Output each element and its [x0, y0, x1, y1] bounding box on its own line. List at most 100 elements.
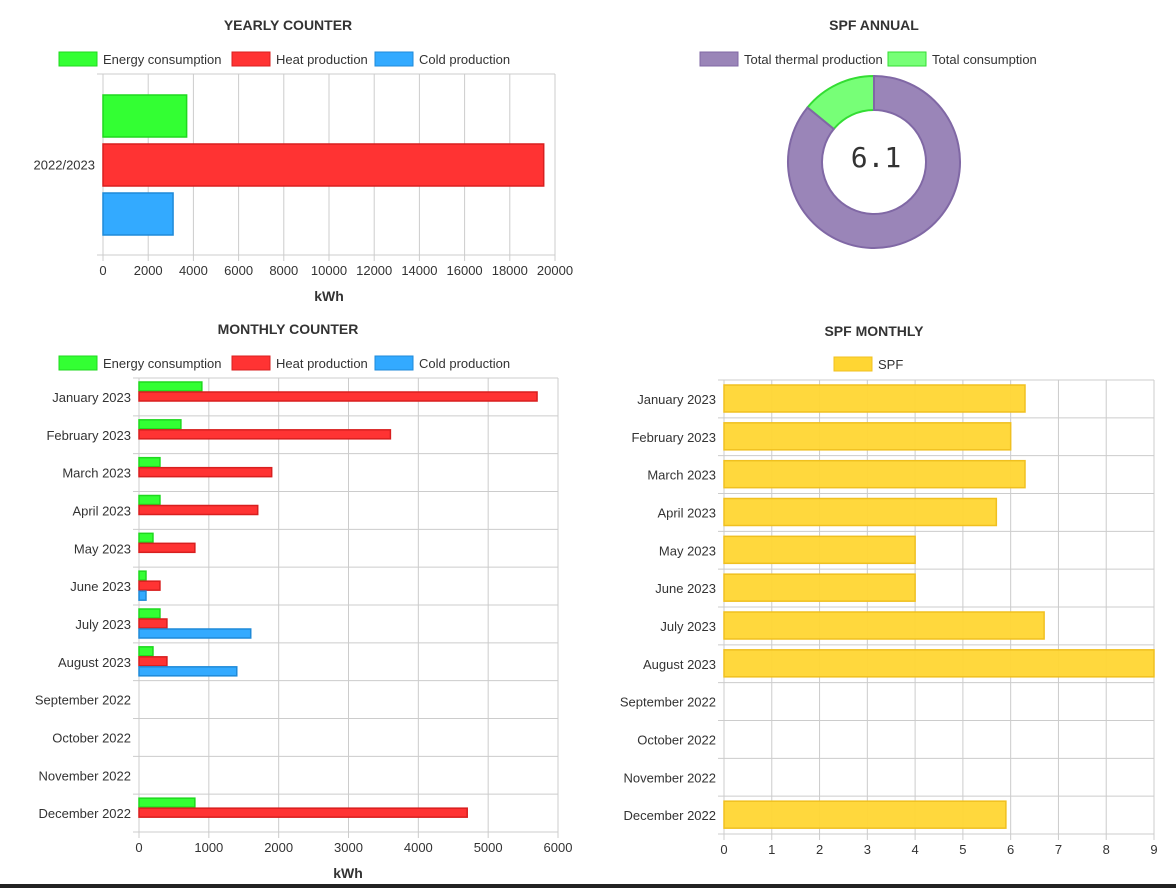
- bar-heat-production-february-2023[interactable]: [138, 429, 392, 440]
- legend-swatch-heat-production[interactable]: [231, 51, 271, 67]
- spf-monthly-chart: SPF MONTHLY SPF 0 1 2 3 4 5 6 7 8 9 January 2023 Feb…: [620, 323, 1158, 857]
- x-tick-label: 0: [135, 840, 142, 855]
- x-tick-label: 16000: [447, 263, 483, 278]
- legend-label-spf[interactable]: SPF: [878, 357, 903, 372]
- bar-heat-production-april-2023[interactable]: [138, 504, 259, 516]
- x-tick-label: 20000: [537, 263, 573, 278]
- legend-label-total-consumption[interactable]: Total consumption: [932, 52, 1037, 67]
- legend-label-energy-consumption[interactable]: Energy consumption: [103, 356, 222, 371]
- bar-heat-production-august-2023[interactable]: [138, 656, 168, 667]
- bar-cold-production-july-2023[interactable]: [138, 628, 252, 639]
- bar-spf-april-2023[interactable]: [723, 497, 998, 527]
- bar-energy-consumption-december-2022[interactable]: [138, 797, 196, 808]
- legend-label-total-thermal-production[interactable]: Total thermal production: [744, 52, 883, 67]
- bar-energy-consumption-may-2023[interactable]: [138, 532, 154, 544]
- bar-energy-consumption-january-2023[interactable]: [138, 381, 203, 392]
- bar-cold-production-2022-2023[interactable]: [102, 192, 174, 236]
- bar-heat-production-may-2023[interactable]: [138, 542, 196, 554]
- bar-energy-consumption-april-2023[interactable]: [138, 494, 161, 506]
- bar-spf-january-2023[interactable]: [723, 384, 1026, 413]
- bar-energy-consumption-july-2023[interactable]: [138, 608, 161, 619]
- x-tick-label: 1: [768, 842, 775, 857]
- legend-swatch-spf[interactable]: [833, 356, 873, 372]
- y-tick-label: April 2023: [72, 503, 131, 518]
- yearly-chart-title: YEARLY COUNTER: [224, 17, 352, 33]
- y-tick-label: September 2022: [35, 693, 131, 708]
- y-tick-label: August 2023: [58, 655, 131, 670]
- bar-energy-consumption-march-2023[interactable]: [138, 456, 161, 468]
- bar-cold-production-august-2023[interactable]: [138, 666, 238, 677]
- y-tick-label: July 2023: [660, 619, 716, 634]
- y-tick-label: January 2023: [637, 392, 716, 407]
- x-tick-label: 4000: [179, 263, 208, 278]
- legend-swatch-total-consumption[interactable]: [887, 51, 927, 67]
- y-tick-label: August 2023: [643, 657, 716, 672]
- x-tick-label: 5: [959, 842, 966, 857]
- bar-energy-consumption-august-2023[interactable]: [138, 646, 154, 657]
- x-tick-label: 6000: [224, 263, 253, 278]
- y-tick-label: January 2023: [52, 390, 131, 405]
- x-tick-label: 2: [816, 842, 823, 857]
- bar-energy-consumption-2022-2023[interactable]: [102, 94, 188, 138]
- legend-swatch-total-thermal-production[interactable]: [699, 51, 739, 67]
- y-tick-label: October 2022: [637, 732, 716, 747]
- bar-spf-may-2023[interactable]: [723, 535, 916, 565]
- legend-swatch-energy-consumption[interactable]: [58, 51, 98, 67]
- y-tick-label: May 2023: [74, 541, 131, 556]
- y-tick-label: June 2023: [655, 581, 716, 596]
- x-tick-label: 4000: [404, 840, 433, 855]
- x-tick-label: 2000: [134, 263, 163, 278]
- x-tick-label: 0: [99, 263, 106, 278]
- bar-heat-production-december-2022[interactable]: [138, 807, 468, 818]
- y-tick-label: December 2022: [39, 806, 132, 821]
- legend-swatch-cold-production[interactable]: [374, 355, 414, 371]
- y-tick-label: 2022/2023: [34, 158, 95, 173]
- x-tick-label: 9: [1150, 842, 1157, 857]
- window-bottom-edge: [0, 884, 1176, 888]
- bar-spf-december-2022[interactable]: [723, 800, 1007, 829]
- y-tick-label: November 2022: [624, 770, 717, 785]
- x-tick-label: 4: [911, 842, 918, 857]
- y-tick-label: February 2023: [631, 430, 716, 445]
- monthly-counter-chart: MONTHLY COUNTER kWh Energy consumption He…: [35, 321, 573, 881]
- bar-heat-production-july-2023[interactable]: [138, 618, 168, 629]
- yearly-counter-chart: YEARLY COUNTER kWh Energy consumption Hea…: [34, 17, 574, 304]
- x-tick-label: 12000: [356, 263, 392, 278]
- legend-label-cold-production[interactable]: Cold production: [419, 52, 510, 67]
- legend-label-cold-production[interactable]: Cold production: [419, 356, 510, 371]
- x-tick-label: 18000: [492, 263, 528, 278]
- x-tick-label: 6: [1007, 842, 1014, 857]
- legend-swatch-heat-production[interactable]: [231, 355, 271, 371]
- x-tick-label: 14000: [401, 263, 437, 278]
- y-tick-label: October 2022: [52, 730, 131, 745]
- bar-heat-production-2022-2023[interactable]: [102, 143, 545, 187]
- bar-heat-production-march-2023[interactable]: [138, 466, 273, 478]
- bar-energy-consumption-june-2023[interactable]: [138, 570, 147, 581]
- monthly-x-axis-title: kWh: [333, 865, 363, 881]
- monthly-chart-title: MONTHLY COUNTER: [218, 321, 359, 337]
- bar-spf-february-2023[interactable]: [723, 422, 1012, 451]
- yearly-x-axis-title: kWh: [314, 288, 344, 304]
- bar-energy-consumption-february-2023[interactable]: [138, 419, 182, 430]
- legend-swatch-cold-production[interactable]: [374, 51, 414, 67]
- bar-spf-june-2023[interactable]: [723, 573, 916, 602]
- bar-spf-march-2023[interactable]: [723, 459, 1026, 489]
- y-tick-label: April 2023: [657, 505, 716, 520]
- legend-label-heat-production[interactable]: Heat production: [276, 356, 368, 371]
- bar-heat-production-june-2023[interactable]: [138, 580, 161, 591]
- x-tick-label: 5000: [474, 840, 503, 855]
- y-tick-label: November 2022: [39, 768, 132, 783]
- legend-label-energy-consumption[interactable]: Energy consumption: [103, 52, 222, 67]
- legend-swatch-energy-consumption[interactable]: [58, 355, 98, 371]
- bar-cold-production-june-2023[interactable]: [138, 590, 147, 601]
- doughnut-slice-total-thermal-production[interactable]: [787, 74, 961, 249]
- bar-heat-production-january-2023[interactable]: [138, 391, 538, 402]
- x-tick-label: 2000: [264, 840, 293, 855]
- y-tick-label: March 2023: [62, 466, 131, 481]
- bar-spf-august-2023[interactable]: [723, 649, 1155, 678]
- x-tick-label: 0: [720, 842, 727, 857]
- bar-spf-july-2023[interactable]: [723, 611, 1045, 640]
- x-tick-label: 3000: [334, 840, 363, 855]
- legend-label-heat-production[interactable]: Heat production: [276, 52, 368, 67]
